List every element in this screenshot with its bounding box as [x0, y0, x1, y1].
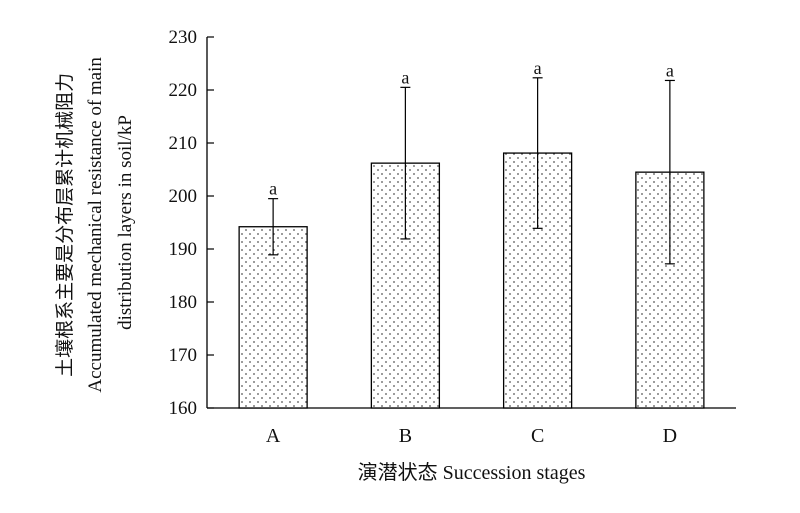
y-tick-label: 230 — [169, 27, 198, 48]
x-tick-label: B — [399, 425, 412, 447]
x-tick-label: C — [531, 425, 544, 447]
y-tick-label: 210 — [169, 133, 198, 154]
significance-label: a — [269, 179, 277, 199]
bar — [502, 152, 573, 409]
plot-area: 160 170 180 190 200 210 220 230 a Aa Ba Ca D — [169, 27, 736, 447]
x-tick-label: D — [663, 425, 677, 447]
x-axis-title: 演潜状态 Succession stages — [358, 461, 586, 484]
y-tick-label: 170 — [169, 345, 198, 366]
y-tick-label: 200 — [169, 186, 198, 207]
y-tick-label: 220 — [169, 80, 198, 101]
significance-label: a — [401, 67, 409, 87]
y-tick-label: 190 — [169, 239, 198, 260]
y-axis-title-line: 土壤根系主要是分布层累计机械阻力 — [54, 73, 76, 377]
significance-label: a — [534, 58, 542, 78]
significance-label: a — [666, 60, 674, 80]
y-axis-title-line: distribution layers in soil/kP — [115, 115, 136, 330]
y-tick-label: 180 — [169, 292, 198, 313]
y-tick-label: 160 — [169, 398, 198, 419]
y-axis-title: 土壤根系主要是分布层累计机械阻力 Accumulated mechanical … — [54, 52, 136, 392]
y-axis-title-line: Accumulated mechanical resistance of mai… — [85, 57, 106, 393]
x-tick-label: A — [266, 425, 281, 447]
